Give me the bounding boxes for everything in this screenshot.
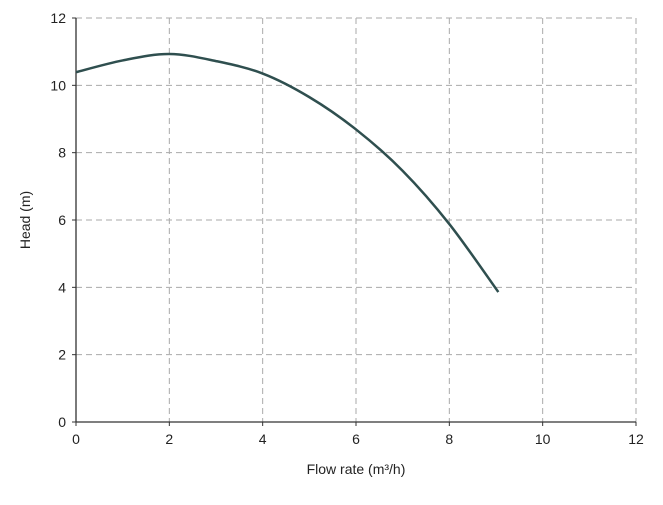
- series: [75, 52, 500, 293]
- x-tick-label: 10: [535, 431, 551, 447]
- x-tick-label: 2: [165, 431, 173, 447]
- x-tick-label: 12: [628, 431, 644, 447]
- x-tick-label: 6: [352, 431, 360, 447]
- head-curve: [75, 52, 500, 293]
- y-tick-label: 0: [58, 414, 66, 430]
- y-tick-label: 4: [58, 279, 66, 295]
- y-tick-label: 12: [50, 10, 66, 26]
- x-axis-label: Flow rate (m³/h): [307, 461, 406, 477]
- x-tick-label: 8: [445, 431, 453, 447]
- y-tick-label: 10: [50, 77, 66, 93]
- y-tick-label: 8: [58, 145, 66, 161]
- x-tick-label: 4: [259, 431, 267, 447]
- y-tick-label: 6: [58, 212, 66, 228]
- axes: 0 2 4 6 8 10 12 0 2 4 6 8 10 12: [50, 10, 644, 447]
- grid: [76, 17, 637, 422]
- y-tick-label: 2: [58, 347, 66, 363]
- x-tick-label: 0: [72, 431, 80, 447]
- y-axis-label: Head (m): [17, 191, 33, 249]
